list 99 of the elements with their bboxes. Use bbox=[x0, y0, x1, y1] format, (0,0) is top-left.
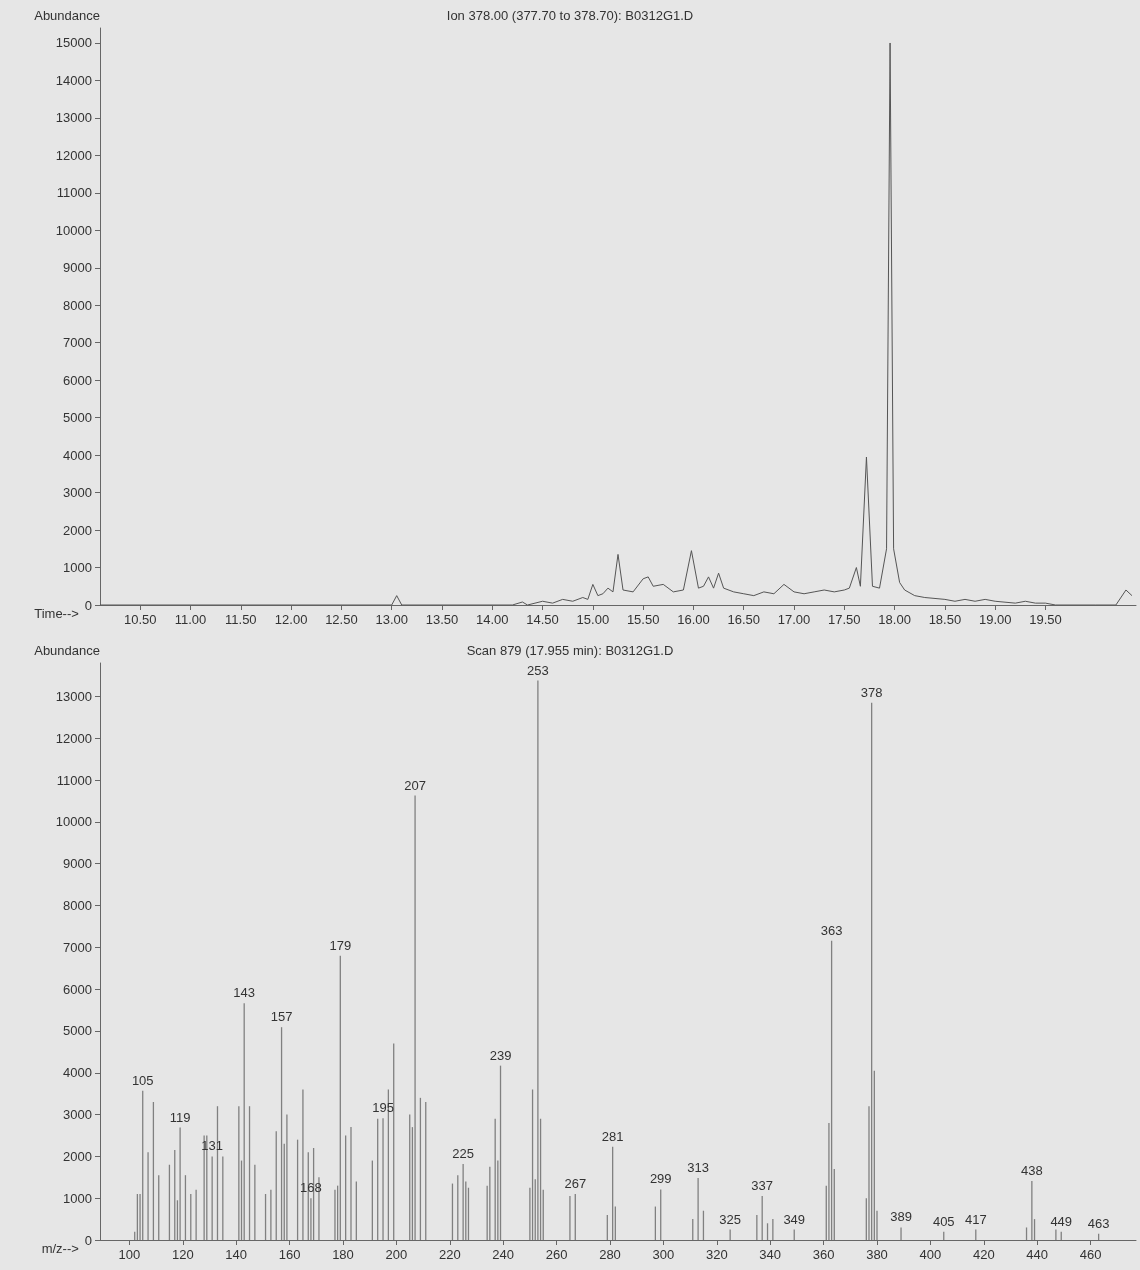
annotation: 325 bbox=[719, 1211, 741, 1227]
annotation: 239 bbox=[489, 1047, 512, 1063]
y-axis-title: Abundance bbox=[34, 643, 100, 658]
x-tick-label: 15.00 bbox=[576, 612, 610, 627]
x-tick-label: 460 bbox=[1079, 1247, 1102, 1262]
annotation: 207 bbox=[404, 777, 426, 793]
x-tick-label: 320 bbox=[705, 1247, 728, 1262]
annotation: 119 bbox=[169, 1109, 191, 1125]
annotation: 417 bbox=[964, 1211, 987, 1227]
x-tick-label: 340 bbox=[759, 1247, 782, 1262]
y-tick-label: 1000 bbox=[63, 560, 92, 576]
y-tick-label: 0 bbox=[84, 597, 92, 613]
x-axis-title: Time--> bbox=[34, 606, 79, 621]
x-tick-label: 180 bbox=[332, 1247, 354, 1262]
annotation: 363 bbox=[820, 922, 843, 938]
y-tick-label: 9000 bbox=[63, 856, 92, 872]
y-tick-label: 3000 bbox=[63, 1107, 92, 1123]
y-tick-label: 2000 bbox=[63, 1148, 92, 1164]
x-tick-label: 420 bbox=[972, 1247, 995, 1262]
y-tick-label: 7000 bbox=[63, 939, 92, 955]
y-tick-label: 13000 bbox=[55, 688, 92, 704]
y-tick-label: 8000 bbox=[63, 297, 92, 313]
x-tick-label: 380 bbox=[866, 1247, 888, 1262]
x-tick-label: 120 bbox=[171, 1247, 194, 1262]
y-tick-label: 6000 bbox=[63, 981, 92, 997]
annotation: 378 bbox=[860, 684, 883, 700]
x-tick-label: 19.50 bbox=[1029, 612, 1062, 627]
x-tick-label: 16.50 bbox=[727, 612, 760, 627]
x-tick-label: 17.50 bbox=[828, 612, 861, 627]
x-tick-label: 18.50 bbox=[928, 612, 962, 627]
x-tick-label: 18.00 bbox=[878, 612, 911, 627]
y-tick-label: 10000 bbox=[55, 814, 92, 830]
y-tick-label: 11000 bbox=[56, 772, 92, 788]
x-tick-label: 100 bbox=[118, 1247, 141, 1262]
annotation: 105 bbox=[131, 1072, 154, 1088]
y-tick-label: 9000 bbox=[63, 260, 92, 276]
y-tick-label: 6000 bbox=[63, 372, 92, 388]
x-tick-label: 360 bbox=[812, 1247, 835, 1262]
y-tick-label: 11000 bbox=[56, 185, 92, 201]
y-tick-label: 0 bbox=[84, 1232, 92, 1248]
annotation: 253 bbox=[527, 662, 549, 678]
x-tick-label: 160 bbox=[278, 1247, 301, 1262]
annotation: 281 bbox=[601, 1128, 624, 1144]
annotation: 299 bbox=[649, 1171, 672, 1187]
x-tick-label: 11.50 bbox=[225, 612, 257, 627]
x-tick-label: 200 bbox=[385, 1247, 408, 1262]
annotation: 463 bbox=[1087, 1215, 1110, 1231]
x-tick-label: 400 bbox=[919, 1247, 942, 1262]
annotation: 225 bbox=[452, 1145, 474, 1161]
x-tick-label: 16.00 bbox=[677, 612, 710, 627]
y-tick-label: 3000 bbox=[63, 485, 92, 501]
annotation: 157 bbox=[270, 1009, 293, 1025]
y-tick-label: 12000 bbox=[55, 147, 92, 163]
x-tick-label: 14.00 bbox=[476, 612, 509, 627]
x-tick-label: 11.00 bbox=[174, 612, 207, 627]
x-tick-label: 17.00 bbox=[777, 612, 811, 627]
x-tick-label: 14.50 bbox=[526, 612, 559, 627]
y-tick-label: 5000 bbox=[63, 1023, 92, 1039]
annotation: 337 bbox=[751, 1178, 774, 1194]
y-tick-label: 2000 bbox=[63, 522, 92, 538]
x-tick-label: 15.50 bbox=[626, 612, 660, 627]
chart-title: Ion 378.00 (377.70 to 378.70): B0312G1.D bbox=[446, 8, 694, 23]
y-tick-label: 14000 bbox=[55, 72, 92, 88]
x-tick-label: 240 bbox=[492, 1247, 515, 1262]
x-tick-label: 440 bbox=[1026, 1247, 1049, 1262]
y-tick-label: 8000 bbox=[63, 898, 92, 914]
annotation: 313 bbox=[687, 1160, 709, 1176]
y-tick-label: 5000 bbox=[63, 410, 92, 426]
x-tick-label: 13.00 bbox=[375, 612, 408, 627]
x-tick-label: 280 bbox=[599, 1247, 621, 1262]
annotation: 143 bbox=[233, 985, 256, 1001]
x-tick-label: 260 bbox=[545, 1247, 568, 1262]
y-tick-label: 4000 bbox=[63, 447, 92, 463]
y-tick-label: 12000 bbox=[55, 730, 92, 746]
chart-title: Scan 879 (17.955 min): B0312G1.D bbox=[466, 643, 674, 658]
x-tick-label: 13.50 bbox=[425, 612, 459, 627]
x-tick-label: 12.50 bbox=[325, 612, 358, 627]
x-tick-label: 220 bbox=[438, 1247, 461, 1262]
annotation: 449 bbox=[1050, 1213, 1073, 1229]
x-tick-label: 10.50 bbox=[123, 612, 157, 627]
annotation: 438 bbox=[1021, 1163, 1043, 1179]
annotation: 405 bbox=[932, 1213, 955, 1229]
line-series bbox=[99, 42, 1133, 606]
annotation: 179 bbox=[329, 937, 352, 953]
y-tick-label: 7000 bbox=[63, 335, 92, 351]
y-tick-label: 10000 bbox=[55, 222, 92, 238]
x-axis-title: m/z--> bbox=[41, 1241, 79, 1256]
y-tick-label: 1000 bbox=[63, 1190, 92, 1206]
annotation: 389 bbox=[890, 1209, 912, 1225]
y-tick-label: 15000 bbox=[55, 35, 92, 51]
x-tick-label: 300 bbox=[652, 1247, 675, 1262]
y-tick-label: 13000 bbox=[55, 110, 92, 126]
y-tick-label: 4000 bbox=[63, 1065, 92, 1081]
y-axis-title: Abundance bbox=[34, 8, 100, 23]
annotation: 349 bbox=[783, 1211, 806, 1227]
annotation: 267 bbox=[564, 1176, 587, 1192]
x-tick-label: 12.00 bbox=[274, 612, 308, 627]
x-tick-label: 140 bbox=[225, 1247, 248, 1262]
x-tick-label: 19.00 bbox=[978, 612, 1012, 627]
